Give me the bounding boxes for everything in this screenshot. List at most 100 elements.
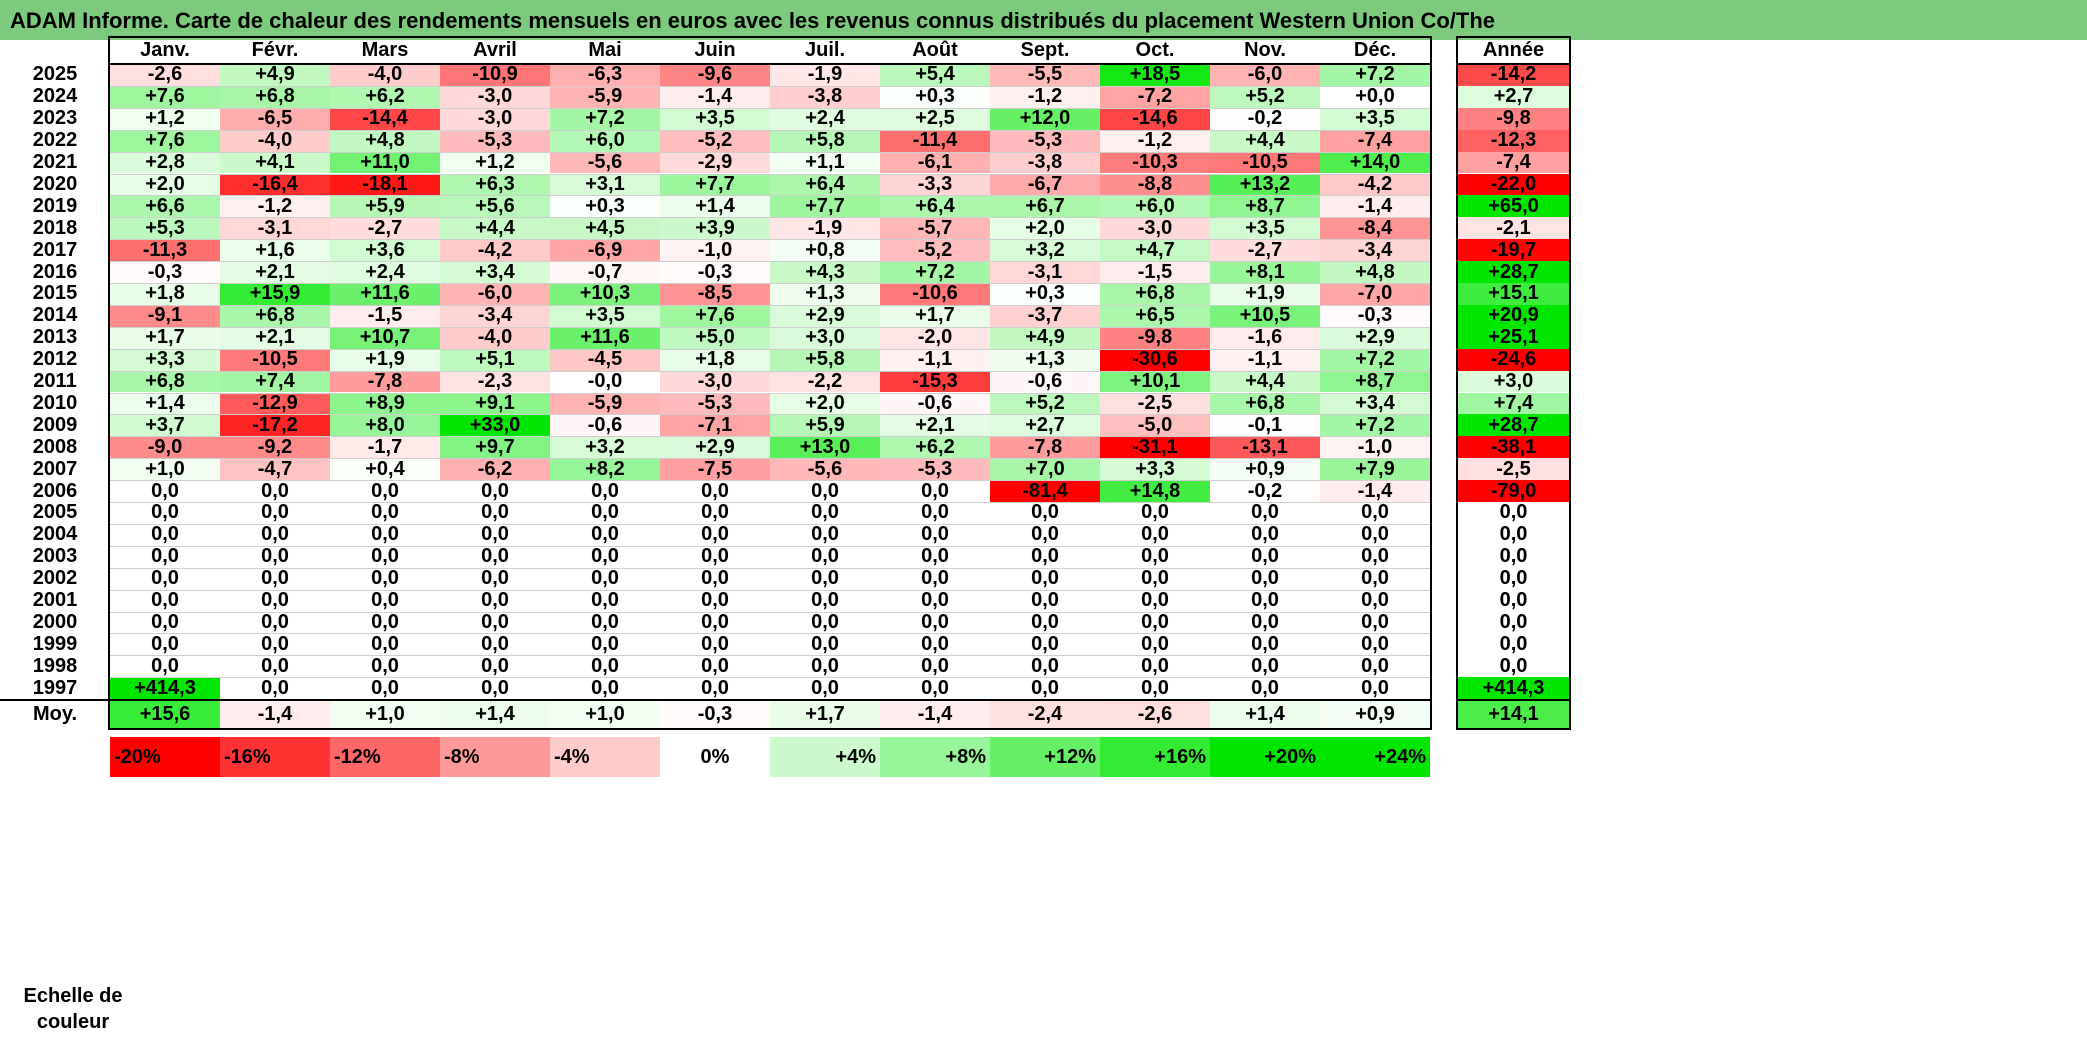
month-header: Août bbox=[912, 39, 958, 61]
heatmap-cell: 0,0 bbox=[110, 523, 220, 546]
heatmap-cell: 0,0 bbox=[1320, 677, 1430, 700]
heatmap-cell: -2,2 bbox=[770, 370, 880, 393]
annual-cell: 0,0 bbox=[1458, 545, 1569, 568]
row-divider bbox=[110, 458, 1430, 460]
heatmap-cell: +3,2 bbox=[990, 239, 1100, 262]
heatmap-cell: +1,4 bbox=[660, 195, 770, 218]
color-scale-label: Echelle de couleur bbox=[0, 980, 146, 1037]
heatmap-cell: +8,0 bbox=[330, 414, 440, 437]
year-label: 2023 bbox=[32, 107, 78, 130]
heatmap-cell: -0,2 bbox=[1210, 107, 1320, 130]
year-label: 1998 bbox=[32, 654, 78, 677]
row-divider bbox=[110, 283, 1430, 284]
heatmap-cell: +4,8 bbox=[330, 129, 440, 152]
heatmap-cell: 0,0 bbox=[110, 611, 220, 634]
heatmap-cell: -3,0 bbox=[660, 370, 770, 393]
heatmap-cell: +1,3 bbox=[990, 348, 1100, 371]
heatmap-cell: 0,0 bbox=[660, 567, 770, 590]
heatmap-cell: +6,8 bbox=[220, 304, 330, 327]
heatmap-cell: +6,6 bbox=[110, 195, 220, 218]
heatmap-cell: -10,5 bbox=[1210, 151, 1320, 174]
year-label: 2004 bbox=[32, 523, 78, 546]
heatmap-cell: 0,0 bbox=[990, 523, 1100, 546]
heatmap-cell: 0,0 bbox=[1210, 655, 1320, 678]
heatmap-cell: +7,7 bbox=[770, 195, 880, 218]
heatmap-cell: -15,3 bbox=[880, 370, 990, 393]
annual-cell: -14,2 bbox=[1458, 63, 1569, 86]
heatmap-cell: +2,9 bbox=[660, 436, 770, 459]
heatmap-cell: 0,0 bbox=[110, 633, 220, 656]
heatmap-cell: +1,9 bbox=[1210, 282, 1320, 305]
year-label: 2000 bbox=[32, 610, 78, 633]
average-cell: -1,4 bbox=[880, 701, 990, 729]
month-header: Avril bbox=[473, 39, 517, 61]
year-label: 2002 bbox=[32, 567, 78, 590]
heatmap-cell: +4,4 bbox=[440, 217, 550, 240]
annual-cell: -12,3 bbox=[1458, 129, 1569, 152]
heatmap-cell: 0,0 bbox=[880, 480, 990, 502]
heatmap-cell: -1,1 bbox=[1210, 348, 1320, 371]
row-divider bbox=[110, 107, 1430, 109]
heatmap-cell: -14,6 bbox=[1100, 107, 1210, 130]
heatmap-cell: +0,4 bbox=[330, 458, 440, 481]
heatmap-cell: 0,0 bbox=[770, 633, 880, 656]
heatmap-cell: -1,5 bbox=[1100, 261, 1210, 283]
heatmap-cell: 0,0 bbox=[1100, 677, 1210, 700]
heatmap-cell: +0,3 bbox=[550, 195, 660, 218]
heatmap-cell: +7,6 bbox=[660, 304, 770, 327]
average-cell: +0,9 bbox=[1320, 701, 1430, 729]
heatmap-cell: -2,7 bbox=[1210, 239, 1320, 262]
heatmap-cell: 0,0 bbox=[1100, 545, 1210, 568]
heatmap-cell: -9,6 bbox=[660, 63, 770, 86]
heatmap-cell: -3,4 bbox=[440, 304, 550, 327]
heatmap-cell: +1,8 bbox=[660, 348, 770, 371]
color-scale-step: -16% bbox=[220, 737, 330, 777]
heatmap-cell: 0,0 bbox=[1100, 633, 1210, 656]
heatmap-cell: +3,3 bbox=[1100, 458, 1210, 481]
row-divider bbox=[110, 239, 1430, 241]
heatmap-cell: 0,0 bbox=[990, 655, 1100, 678]
heatmap-cell: 0,0 bbox=[880, 633, 990, 656]
year-label: 2022 bbox=[32, 129, 78, 152]
heatmap-cell: -6,7 bbox=[990, 173, 1100, 196]
heatmap-cell: 0,0 bbox=[880, 611, 990, 634]
heatmap-cell: +7,2 bbox=[1320, 414, 1430, 437]
heatmap-cell: 0,0 bbox=[220, 633, 330, 656]
heatmap-cell: +10,5 bbox=[1210, 304, 1320, 327]
year-label: 2001 bbox=[32, 589, 78, 612]
heatmap-cell: 0,0 bbox=[1100, 589, 1210, 612]
heatmap-cell: -3,8 bbox=[770, 85, 880, 108]
heatmap-cell: 0,0 bbox=[550, 501, 660, 524]
heatmap-cell: +2,0 bbox=[770, 392, 880, 415]
heatmap-cell: +14,8 bbox=[1100, 480, 1210, 502]
month-header: Sept. bbox=[1020, 39, 1070, 61]
month-header: Oct. bbox=[1135, 39, 1175, 61]
heatmap-cell: -1,2 bbox=[990, 85, 1100, 108]
heatmap-cell: 0,0 bbox=[1100, 567, 1210, 590]
heatmap-cell: +4,3 bbox=[770, 261, 880, 283]
heatmap-cell: +10,3 bbox=[550, 282, 660, 305]
heatmap-cell: +0,3 bbox=[880, 85, 990, 108]
heatmap-cell: 0,0 bbox=[110, 501, 220, 524]
heatmap-cell: 0,0 bbox=[220, 677, 330, 700]
annual-cell: 0,0 bbox=[1458, 633, 1569, 656]
color-scale-label-line2: couleur bbox=[36, 1010, 110, 1033]
heatmap-cell: 0,0 bbox=[990, 633, 1100, 656]
heatmap-cell: +6,3 bbox=[440, 173, 550, 196]
heatmap-cell: 0,0 bbox=[1100, 523, 1210, 546]
heatmap-cell: +1,7 bbox=[880, 304, 990, 327]
heatmap-cell: +3,5 bbox=[660, 107, 770, 130]
heatmap-cell: 0,0 bbox=[330, 523, 440, 546]
heatmap-cell: -9,2 bbox=[220, 436, 330, 459]
heatmap-cell: 0,0 bbox=[1320, 655, 1430, 678]
heatmap-cell: -5,6 bbox=[770, 458, 880, 481]
heatmap-cell: +7,9 bbox=[1320, 458, 1430, 481]
heatmap-cell: 0,0 bbox=[660, 655, 770, 678]
heatmap-cell: +2,0 bbox=[110, 173, 220, 196]
heatmap-cell: -5,2 bbox=[660, 129, 770, 152]
heatmap-cell: +5,1 bbox=[440, 348, 550, 371]
heatmap-cell: 0,0 bbox=[330, 633, 440, 656]
heatmap-cell: -5,0 bbox=[1100, 414, 1210, 437]
heatmap-cell: +15,9 bbox=[220, 282, 330, 305]
annual-cell: +28,7 bbox=[1458, 261, 1569, 283]
